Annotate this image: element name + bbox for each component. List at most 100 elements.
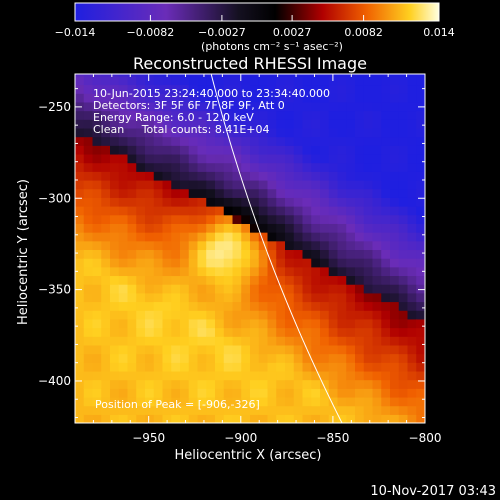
heatmap-cell xyxy=(407,232,417,242)
heatmap-cell xyxy=(232,249,242,259)
heatmap-cell xyxy=(206,75,216,86)
heatmap-cell xyxy=(363,127,374,138)
heatmap-cell xyxy=(293,240,304,251)
heatmap-cell xyxy=(153,75,164,86)
heatmap-cell xyxy=(390,301,400,311)
heatmap-cell xyxy=(390,127,400,138)
heatmap-cell xyxy=(381,188,391,198)
heatmap-cell xyxy=(145,336,155,346)
heatmap-cell xyxy=(206,101,216,112)
heatmap-cell xyxy=(215,136,225,146)
heatmap-cell xyxy=(136,379,146,389)
heatmap-cell xyxy=(355,188,365,198)
heatmap-cell xyxy=(381,284,391,294)
heatmap-cell xyxy=(250,258,260,268)
heatmap-cell xyxy=(346,275,356,285)
heatmap-cell xyxy=(83,318,94,329)
heatmap-cell xyxy=(276,188,286,198)
heatmap-cell xyxy=(390,119,400,129)
heatmap-cell xyxy=(145,414,155,423)
heatmap-cell xyxy=(162,353,172,363)
heatmap-cell xyxy=(241,327,251,337)
heatmap-cell xyxy=(83,171,94,181)
heatmap-cell xyxy=(127,197,137,207)
heatmap-cell xyxy=(311,136,321,146)
heatmap-cell xyxy=(320,206,330,216)
heatmap-cell xyxy=(197,318,207,329)
heatmap-cell xyxy=(337,336,347,346)
heatmap-cell xyxy=(416,162,425,172)
heatmap-cell xyxy=(101,110,111,120)
heatmap-cell xyxy=(118,171,129,181)
heatmap-cell xyxy=(171,284,181,294)
heatmap-cell xyxy=(258,171,269,181)
heatmap-cell xyxy=(215,414,225,423)
heatmap-cell xyxy=(232,188,242,198)
heatmap-cell xyxy=(136,266,146,277)
heatmap-cell xyxy=(171,153,181,164)
heatmap-cell xyxy=(381,75,391,86)
heatmap-cell xyxy=(180,275,190,285)
heatmap-cell xyxy=(311,188,321,198)
heatmap-cell xyxy=(407,214,417,224)
heatmap-cell xyxy=(241,336,251,346)
heatmap-cell xyxy=(101,127,111,138)
heatmap-cell xyxy=(320,110,330,120)
heatmap-cell xyxy=(398,153,409,164)
heatmap-cell xyxy=(215,310,225,320)
heatmap-cell xyxy=(328,249,339,259)
heatmap-cell xyxy=(153,379,164,389)
heatmap-cell xyxy=(267,249,277,259)
heatmap-cell xyxy=(153,214,164,224)
heatmap-cell xyxy=(363,370,374,381)
heatmap-cell xyxy=(337,249,347,259)
heatmap-cell xyxy=(171,101,181,112)
heatmap-cell xyxy=(75,379,85,389)
heatmap-cell xyxy=(153,145,164,155)
heatmap-cell xyxy=(328,188,339,198)
heatmap-cell xyxy=(153,275,164,285)
heatmap-cell xyxy=(241,353,251,363)
heatmap-cell xyxy=(171,223,181,233)
heatmap-cell xyxy=(188,327,199,337)
heatmap-cell xyxy=(250,197,260,207)
heatmap-cell xyxy=(276,119,286,129)
heatmap-cell xyxy=(118,127,129,138)
heatmap-cell xyxy=(250,266,260,277)
heatmap-cell xyxy=(241,145,251,155)
heatmap-cell xyxy=(398,266,409,277)
heatmap-cell xyxy=(188,414,199,423)
heatmap-cell xyxy=(110,405,120,415)
heatmap-cell xyxy=(110,344,120,355)
heatmap-cell xyxy=(328,110,339,120)
heatmap-cell xyxy=(197,353,207,363)
heatmap-cell xyxy=(223,353,234,363)
heatmap-cell xyxy=(110,153,120,164)
heatmap-cell xyxy=(276,292,286,303)
heatmap-cell xyxy=(92,84,102,94)
heatmap-cell xyxy=(381,292,391,303)
heatmap-cell xyxy=(363,327,374,337)
heatmap-cell xyxy=(101,223,111,233)
heatmap-cell xyxy=(258,197,269,207)
heatmap-cell xyxy=(302,284,312,294)
heatmap-cell xyxy=(320,266,330,277)
heatmap-cell xyxy=(293,188,304,198)
heatmap-cell xyxy=(285,275,295,285)
heatmap-cell xyxy=(311,153,321,164)
y-tick-label: −300 xyxy=(38,191,71,205)
heatmap-cell xyxy=(302,232,312,242)
heatmap-cell xyxy=(215,232,225,242)
heatmap-cell xyxy=(188,284,199,294)
heatmap-cell xyxy=(83,388,94,398)
heatmap-cell xyxy=(118,301,129,311)
heatmap-cell xyxy=(136,136,146,146)
heatmap-cell xyxy=(127,171,137,181)
heatmap-cell xyxy=(118,223,129,233)
heatmap-cell xyxy=(250,162,260,172)
heatmap-cell xyxy=(311,344,321,355)
heatmap-cell xyxy=(118,179,129,190)
heatmap-cell xyxy=(381,362,391,372)
heatmap-cell xyxy=(215,74,225,77)
